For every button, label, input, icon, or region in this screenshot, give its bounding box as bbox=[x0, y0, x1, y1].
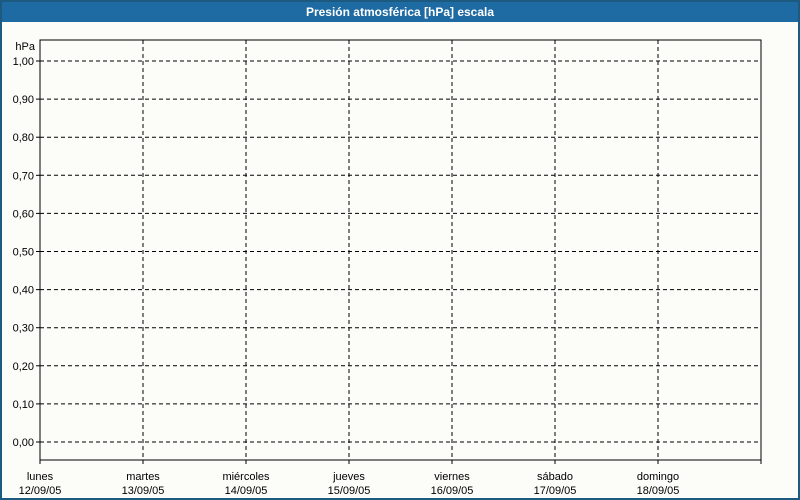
x-tick-date-label: 14/09/05 bbox=[225, 485, 268, 497]
title-bar: Presión atmosférica [hPa] escala bbox=[2, 2, 798, 22]
pressure-scale-chart: 1,00 0,90 0,80 0,70 0,60 0,50 0,40 0,30 0,20 0,10… bbox=[13, 39, 762, 497]
plot-border bbox=[39, 39, 762, 461]
x-tick-date-label: 15/09/05 bbox=[328, 485, 371, 497]
x-tick-date-label: 18/09/05 bbox=[637, 485, 680, 497]
x-tick-day-label: viernes bbox=[434, 471, 470, 483]
x-tick-date-label: 13/09/05 bbox=[122, 485, 165, 497]
x-tick-day-label: domingo bbox=[637, 471, 679, 483]
y-tick-label: 0,30 bbox=[13, 323, 34, 335]
y-tick-label: 0,70 bbox=[13, 170, 34, 182]
y-tick-label: 0,80 bbox=[13, 132, 34, 144]
x-tick-day-label: sábado bbox=[537, 471, 573, 483]
x-tick-day-label: lunes bbox=[27, 471, 54, 483]
x-tick-day-label: jueves bbox=[332, 471, 365, 483]
plot-region: 1,00 0,90 0,80 0,70 0,60 0,50 0,40 0,30 0,20 0,10… bbox=[2, 22, 798, 498]
x-tick-date-label: 12/09/05 bbox=[19, 485, 62, 497]
y-tick-label: 0,40 bbox=[13, 285, 34, 297]
y-tick-label: 0,20 bbox=[13, 361, 34, 373]
y-tick-label: 0,90 bbox=[13, 94, 34, 106]
y-tick-label: 0,50 bbox=[13, 247, 34, 259]
x-tick-day-label: miércoles bbox=[222, 471, 270, 483]
y-tick-label: 0,10 bbox=[13, 399, 34, 411]
x-tick-date-label: 17/09/05 bbox=[534, 485, 577, 497]
y-tick-label: 0,00 bbox=[13, 437, 34, 449]
y-tick-label: 1,00 bbox=[13, 56, 34, 68]
y-axis-unit-label: hPa bbox=[15, 41, 35, 53]
x-tick-day-label: martes bbox=[126, 471, 160, 483]
x-tick-date-label: 16/09/05 bbox=[431, 485, 474, 497]
y-tick-label: 0,60 bbox=[13, 208, 34, 220]
chart-title: Presión atmosférica [hPa] escala bbox=[305, 5, 495, 19]
